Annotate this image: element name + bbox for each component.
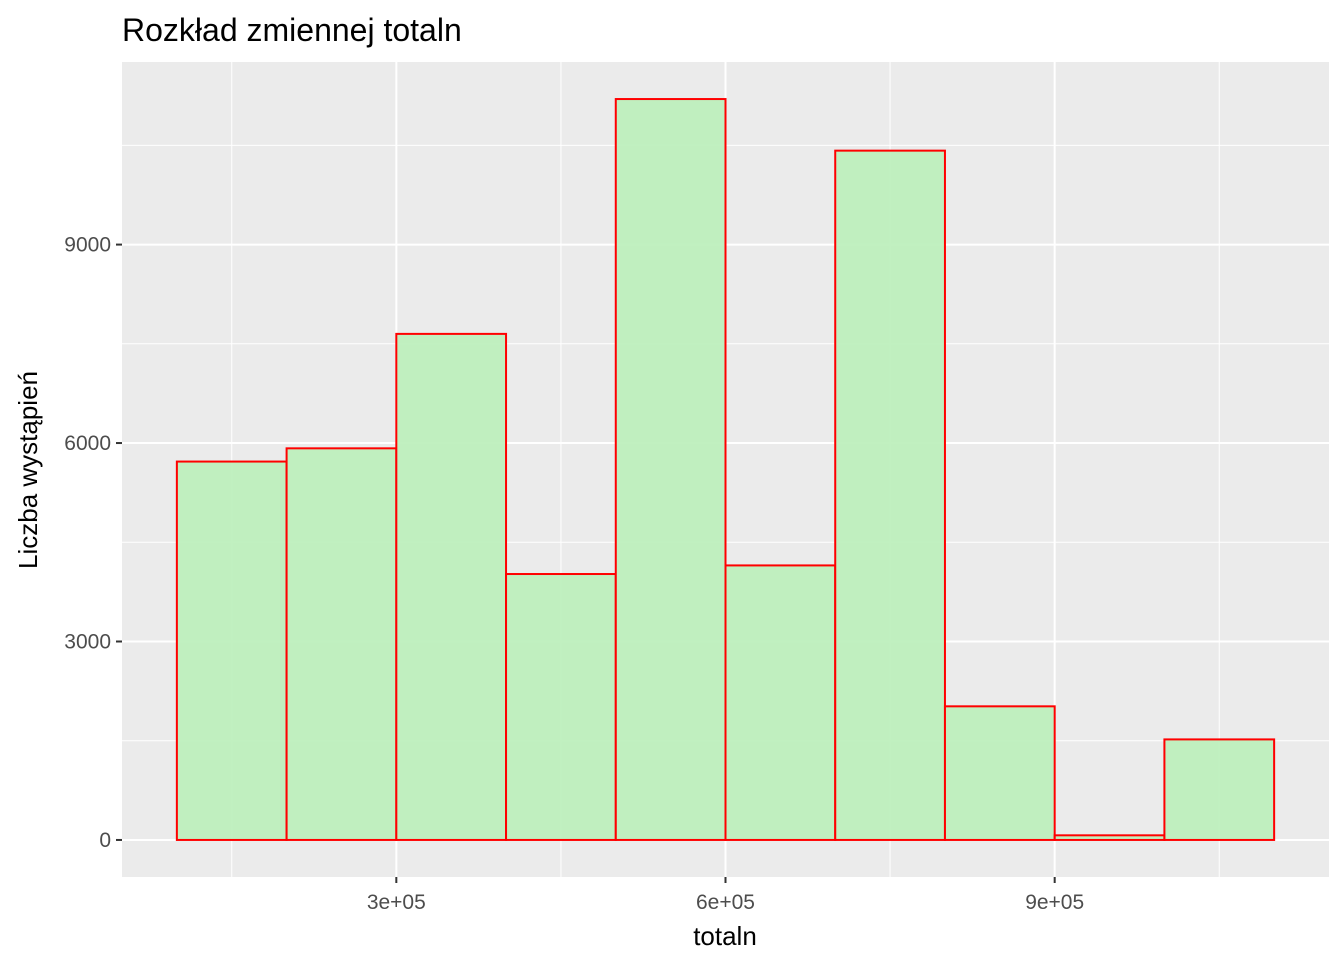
y-axis: 0 3000 6000 9000	[64, 234, 122, 852]
histogram-bar	[724, 564, 837, 841]
y-tick-label: 3000	[64, 630, 111, 653]
chart-title: Rozkład zmiennej totaln	[122, 12, 462, 48]
histogram-bar	[1053, 834, 1166, 841]
histogram-bar	[943, 705, 1056, 841]
histogram-bar	[614, 98, 727, 841]
x-axis: 3e+05 6e+05 9e+05	[367, 877, 1084, 914]
x-axis-title: totaln	[693, 921, 757, 951]
histogram-bars	[175, 98, 1276, 841]
histogram-bar	[395, 332, 508, 841]
x-tick-label: 3e+05	[367, 891, 426, 914]
histogram-bar	[834, 149, 946, 841]
y-tick-label: 6000	[64, 432, 111, 455]
x-tick-label: 9e+05	[1025, 891, 1084, 914]
histogram-bar	[285, 447, 398, 841]
y-tick-label: 9000	[64, 234, 111, 257]
histogram-bar	[175, 460, 288, 841]
x-tick-label: 6e+05	[696, 891, 755, 914]
histogram-bar	[505, 573, 617, 841]
histogram-bar	[1163, 738, 1276, 841]
y-tick-label: 0	[99, 829, 111, 852]
y-axis-title: Liczba wystąpień	[13, 371, 43, 569]
